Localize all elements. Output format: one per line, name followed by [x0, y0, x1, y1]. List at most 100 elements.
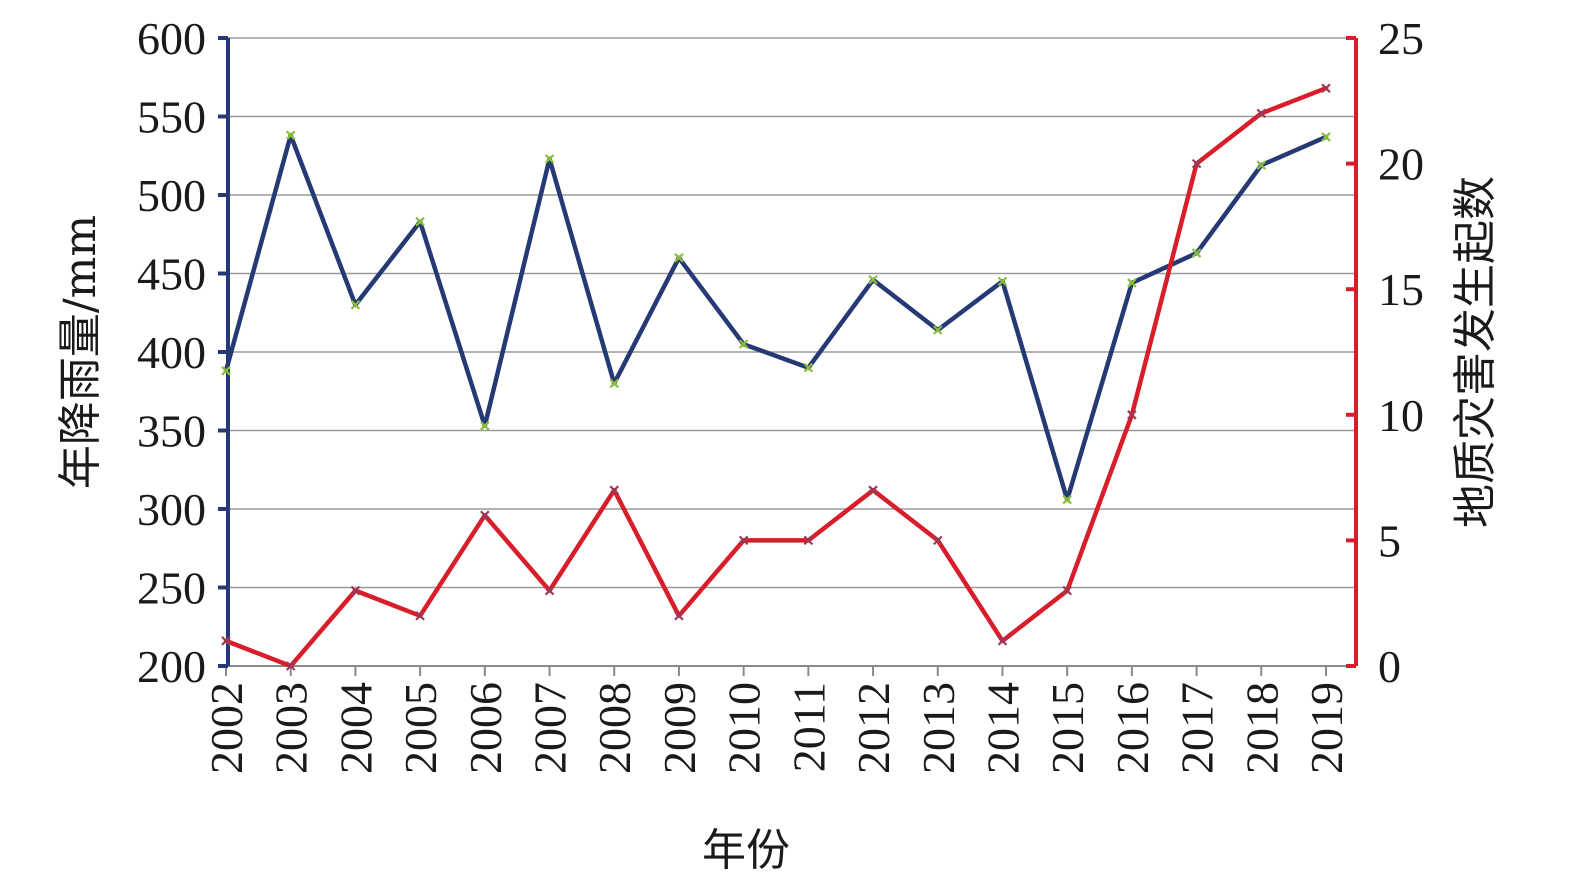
- x-tick-label-2017: 2017: [1172, 682, 1223, 774]
- series-0-point-2004: [350, 300, 361, 310]
- marker-stroke: [609, 378, 620, 389]
- left-y-tick-label-450: 450: [137, 249, 206, 300]
- x-tick-label-2009: 2009: [654, 682, 705, 774]
- marker-stroke: [1062, 494, 1072, 505]
- marker-stroke: [1191, 158, 1202, 169]
- series-1-point-2012: [868, 485, 878, 495]
- series-1-point-2013: [932, 535, 943, 546]
- marker-stroke: [738, 535, 749, 546]
- right-y-tick-label-15: 15: [1378, 264, 1424, 315]
- x-tick-label-2019: 2019: [1301, 682, 1352, 774]
- x-tick-label-2012: 2012: [848, 682, 899, 774]
- series-1-point-2019: [1321, 83, 1331, 94]
- marker-stroke: [1127, 410, 1137, 420]
- series-0-point-2016: [1127, 278, 1137, 288]
- series-0-point-2017: [1191, 248, 1202, 258]
- marker-stroke: [544, 154, 555, 164]
- series-0-point-2014: [997, 276, 1008, 287]
- marker-stroke: [480, 510, 490, 521]
- marker-stroke: [1062, 585, 1072, 596]
- right-y-tick-label-0: 0: [1378, 641, 1401, 692]
- marker-stroke: [803, 362, 814, 373]
- series-0-point-2003: [285, 130, 296, 141]
- series-0-point-2013: [932, 325, 943, 335]
- marker-stroke: [285, 130, 296, 141]
- marker-stroke: [868, 485, 878, 495]
- marker-stroke: [609, 485, 620, 495]
- tick-labels: 200 250 300 350 400 450 500 550 600 0 5 10 15 20 25 200…: [137, 13, 1424, 774]
- marker-stroke: [1321, 132, 1331, 142]
- series-0-point-2009: [674, 253, 684, 263]
- marker-stroke: [1256, 108, 1267, 119]
- series-0-point-2010: [738, 339, 749, 349]
- x-tick-label-2002: 2002: [201, 682, 252, 774]
- axes: [218, 36, 1358, 676]
- marker-stroke: [932, 325, 943, 335]
- x-tick-label-2004: 2004: [330, 682, 381, 774]
- series-1-line: [223, 85, 1329, 669]
- series-0-point-2005: [415, 216, 425, 227]
- x-axis-title: 年份: [702, 825, 790, 876]
- x-tick-label-2003: 2003: [266, 682, 317, 774]
- marker-stroke: [480, 421, 490, 431]
- series-0-point-2018: [1256, 160, 1267, 170]
- marker-stroke: [221, 366, 231, 376]
- series-0-point-2011: [803, 362, 814, 373]
- marker-stroke: [803, 535, 814, 546]
- marker-stroke: [674, 253, 684, 263]
- marker-stroke: [350, 585, 361, 596]
- series-0-point-2002: [221, 366, 231, 376]
- series-1-point-2011: [803, 535, 814, 546]
- x-tick-label-2011: 2011: [783, 682, 834, 772]
- left-y-tick-label-350: 350: [137, 406, 206, 457]
- x-tick-label-2008: 2008: [589, 682, 640, 774]
- x-tick-label-2015: 2015: [1042, 682, 1093, 774]
- series-0-point-2015: [1062, 494, 1072, 505]
- series-1-point-2004: [350, 585, 361, 596]
- right-y-tick-label-20: 20: [1378, 139, 1424, 190]
- marker-stroke: [1256, 160, 1267, 170]
- series-0-point-2006: [480, 421, 490, 431]
- left-y-tick-label-400: 400: [137, 327, 206, 378]
- series-0-point-2019: [1321, 132, 1331, 142]
- marker-stroke: [997, 276, 1008, 287]
- series-0-point-2012: [868, 275, 878, 285]
- series-0-point-2007: [544, 154, 555, 164]
- series-1-point-2002: [221, 636, 231, 646]
- series-1-point-2006: [480, 510, 490, 521]
- marker-stroke: [350, 300, 361, 310]
- marker-stroke: [221, 636, 231, 646]
- left-y-tick-label-250: 250: [137, 563, 206, 614]
- marker-stroke: [285, 661, 296, 671]
- series-1-point-2014: [997, 636, 1008, 646]
- series-0-point-2008: [609, 378, 620, 389]
- left-y-tick-label-300: 300: [137, 484, 206, 535]
- marker-stroke: [544, 585, 555, 596]
- x-tick-label-2014: 2014: [978, 682, 1029, 774]
- left-y-tick-label-500: 500: [137, 170, 206, 221]
- marker-stroke: [932, 535, 943, 546]
- marker-stroke: [1191, 248, 1202, 258]
- right-y-tick-label-25: 25: [1378, 13, 1424, 64]
- right-y-axis-title: 地质灾害发生起数: [1450, 176, 1501, 528]
- marker-stroke: [997, 636, 1008, 646]
- marker-stroke: [738, 339, 749, 349]
- series-1-point-2018: [1256, 108, 1267, 119]
- marker-stroke: [868, 275, 878, 285]
- x-tick-label-2010: 2010: [719, 682, 770, 774]
- left-y-tick-label-600: 600: [137, 13, 206, 64]
- x-tick-label-2018: 2018: [1236, 682, 1287, 774]
- x-tick-label-2016: 2016: [1107, 682, 1158, 774]
- x-tick-label-2006: 2006: [460, 682, 511, 774]
- series-1-point-2008: [609, 485, 620, 495]
- gridlines: [228, 37, 1356, 589]
- series-1-point-2003: [285, 661, 296, 671]
- series-1-point-2017: [1191, 158, 1202, 169]
- series-lines: [221, 83, 1331, 671]
- right-y-tick-label-5: 5: [1378, 515, 1401, 566]
- series-0-line: [223, 133, 1329, 502]
- marker-stroke: [674, 610, 684, 621]
- marker-stroke: [1127, 278, 1137, 288]
- series-1-point-2015: [1062, 585, 1072, 596]
